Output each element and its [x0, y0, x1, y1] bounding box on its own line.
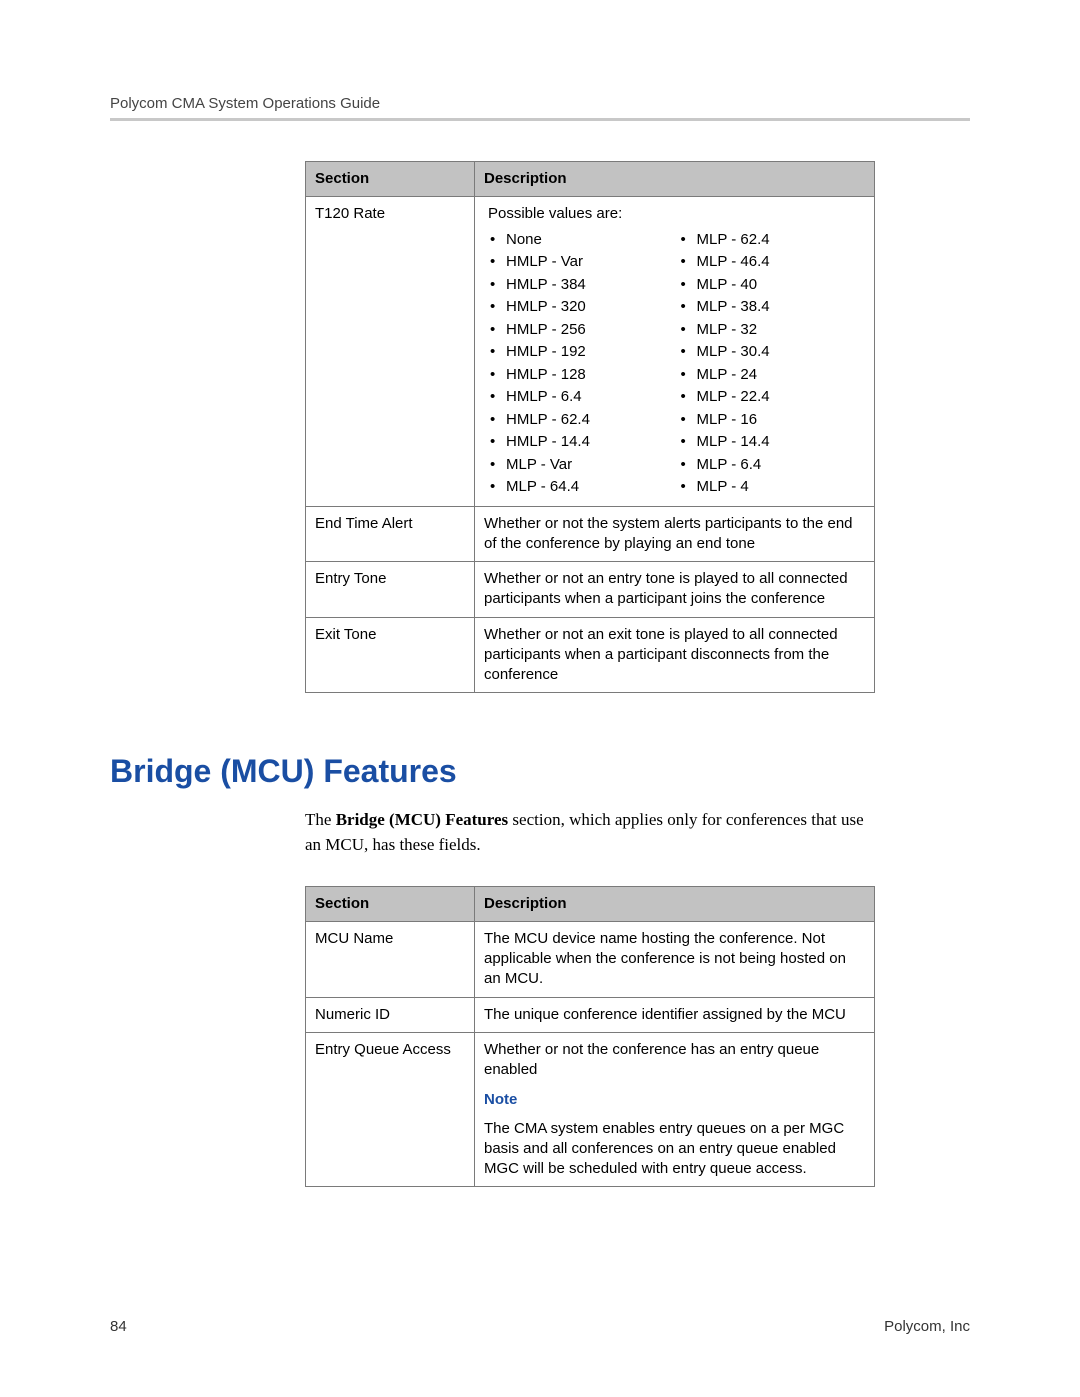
entry-queue-desc: Whether or not the conference has an ent…: [484, 1040, 865, 1081]
bullet-list: MLP - 62.4 MLP - 46.4 MLP - 40 MLP - 38.…: [675, 229, 866, 499]
list-item: MLP - 6.4: [675, 454, 866, 477]
list-item: MLP - 32: [675, 319, 866, 342]
values-two-column: None HMLP - Var HMLP - 384 HMLP - 320 HM…: [484, 229, 865, 499]
list-item: MLP - 30.4: [675, 341, 866, 364]
possible-values-intro: Possible values are:: [488, 204, 865, 224]
cell-description: Whether or not the conference has an ent…: [475, 1032, 875, 1187]
table-row: MCU Name The MCU device name hosting the…: [306, 921, 875, 997]
cell-section: MCU Name: [306, 921, 475, 997]
list-item: MLP - 22.4: [675, 386, 866, 409]
cell-section: Entry Tone: [306, 562, 475, 618]
table-header-row: Section Description: [306, 886, 875, 921]
list-item: MLP - 4: [675, 476, 866, 499]
section-heading: Bridge (MCU) Features: [110, 753, 875, 790]
list-item: HMLP - 384: [484, 274, 675, 297]
list-item: HMLP - 128: [484, 364, 675, 387]
cell-section: Entry Queue Access: [306, 1032, 475, 1187]
list-item: HMLP - 14.4: [484, 431, 675, 454]
section-intro: The Bridge (MCU) Features section, which…: [305, 808, 875, 857]
column-header-section: Section: [306, 886, 475, 921]
column-header-description: Description: [475, 886, 875, 921]
list-item: None: [484, 229, 675, 252]
values-left-column: None HMLP - Var HMLP - 384 HMLP - 320 HM…: [484, 229, 675, 499]
intro-bold: Bridge (MCU) Features: [336, 810, 508, 829]
document-page: Polycom CMA System Operations Guide Sect…: [0, 0, 1080, 1397]
cell-description: Whether or not an entry tone is played t…: [475, 562, 875, 618]
features-table-2: Section Description MCU Name The MCU dev…: [305, 886, 875, 1188]
cell-section: End Time Alert: [306, 506, 475, 562]
note-body: The CMA system enables entry queues on a…: [484, 1119, 865, 1180]
table-row: Exit Tone Whether or not an exit tone is…: [306, 617, 875, 693]
intro-pre: The: [305, 810, 336, 829]
features-table-1: Section Description T120 Rate Possible v…: [305, 161, 875, 693]
list-item: HMLP - Var: [484, 251, 675, 274]
list-item: MLP - Var: [484, 454, 675, 477]
values-right-column: MLP - 62.4 MLP - 46.4 MLP - 40 MLP - 38.…: [675, 229, 866, 499]
list-item: HMLP - 256: [484, 319, 675, 342]
running-header: Polycom CMA System Operations Guide: [110, 95, 970, 112]
page-content: Section Description T120 Rate Possible v…: [305, 161, 875, 1187]
page-number: 84: [110, 1318, 127, 1335]
table-row: End Time Alert Whether or not the system…: [306, 506, 875, 562]
cell-description: Possible values are: None HMLP - Var HML…: [475, 197, 875, 506]
column-header-description: Description: [475, 162, 875, 197]
list-item: MLP - 16: [675, 409, 866, 432]
list-item: MLP - 46.4: [675, 251, 866, 274]
list-item: MLP - 64.4: [484, 476, 675, 499]
note-label: Note: [484, 1090, 865, 1110]
list-item: HMLP - 62.4: [484, 409, 675, 432]
cell-section: Numeric ID: [306, 997, 475, 1032]
cell-description: Whether or not an exit tone is played to…: [475, 617, 875, 693]
header-rule: [110, 118, 970, 121]
table-row: T120 Rate Possible values are: None HMLP…: [306, 197, 875, 506]
list-item: MLP - 14.4: [675, 431, 866, 454]
cell-description: The unique conference identifier assigne…: [475, 997, 875, 1032]
list-item: HMLP - 320: [484, 296, 675, 319]
list-item: HMLP - 6.4: [484, 386, 675, 409]
table-header-row: Section Description: [306, 162, 875, 197]
list-item: HMLP - 192: [484, 341, 675, 364]
bullet-list: None HMLP - Var HMLP - 384 HMLP - 320 HM…: [484, 229, 675, 499]
footer-company: Polycom, Inc: [884, 1318, 970, 1335]
cell-description: The MCU device name hosting the conferen…: [475, 921, 875, 997]
list-item: MLP - 24: [675, 364, 866, 387]
table-row: Entry Tone Whether or not an entry tone …: [306, 562, 875, 618]
table-row: Entry Queue Access Whether or not the co…: [306, 1032, 875, 1187]
cell-section: Exit Tone: [306, 617, 475, 693]
list-item: MLP - 40: [675, 274, 866, 297]
list-item: MLP - 62.4: [675, 229, 866, 252]
table-row: Numeric ID The unique conference identif…: [306, 997, 875, 1032]
column-header-section: Section: [306, 162, 475, 197]
page-footer: 84 Polycom, Inc: [110, 1318, 970, 1335]
cell-section: T120 Rate: [306, 197, 475, 506]
cell-description: Whether or not the system alerts partici…: [475, 506, 875, 562]
list-item: MLP - 38.4: [675, 296, 866, 319]
